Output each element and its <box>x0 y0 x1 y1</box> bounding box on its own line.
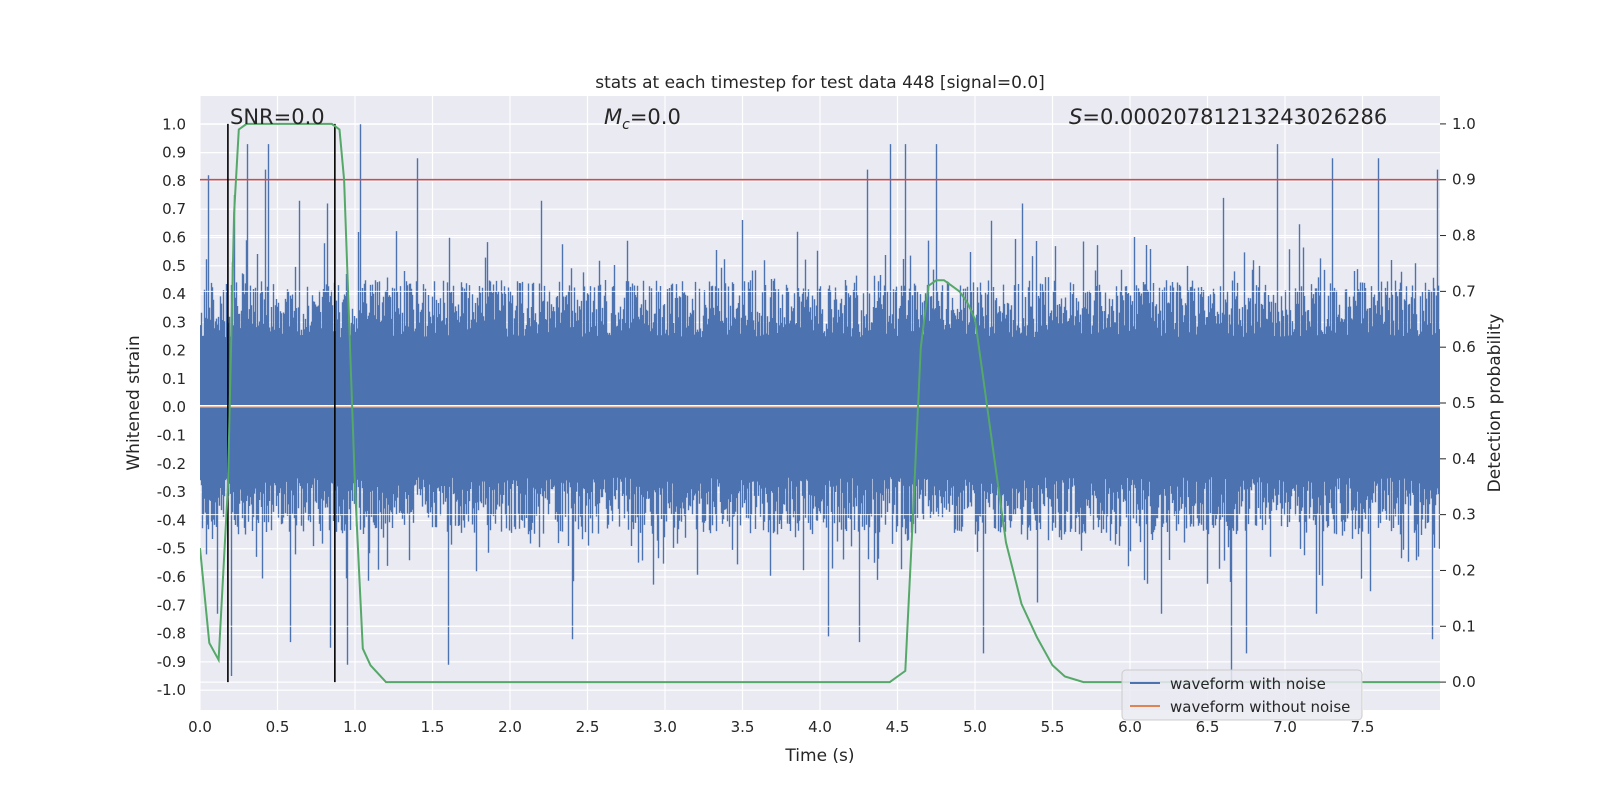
x-tick-label: 6.0 <box>1118 718 1142 736</box>
y-tick-label: 0.1 <box>162 370 186 388</box>
y-tick-label: 0.9 <box>162 144 186 162</box>
x-axis-ticks: 0.0 0.5 1.0 1.5 2.0 2.5 3.0 3.5 4.0 4.5 5.0 5.5 6.0 6… <box>188 718 1374 736</box>
y2-tick-label: 0.6 <box>1452 338 1476 356</box>
legend: waveform with noise waveform without noi… <box>1121 669 1363 721</box>
y-tick-label: -0.7 <box>157 596 186 614</box>
y-axis-ticks: 1.0 0.9 0.8 0.7 0.6 0.5 0.4 0.3 0.2 0.1 0.0 -0.1 -0.… <box>157 115 186 699</box>
y-tick-label: -0.4 <box>157 511 186 529</box>
x-tick-label: 5.0 <box>963 718 987 736</box>
y2-tick-label: 0.2 <box>1452 561 1476 579</box>
snr-annotation: SNR=0.0 <box>230 105 325 129</box>
y2-tick-label: 0.8 <box>1452 227 1476 245</box>
line-series <box>200 122 1440 684</box>
y-tick-label: 0.4 <box>162 285 186 303</box>
y2-tick-label: 0.9 <box>1452 171 1476 189</box>
y-tick-label: -1.0 <box>157 681 186 699</box>
y-tick-label: -0.5 <box>157 540 186 558</box>
x-tick-label: 6.5 <box>1196 718 1220 736</box>
legend-label-noise: waveform with noise <box>1170 675 1326 693</box>
y2-tick-label: 0.1 <box>1452 617 1476 635</box>
y-tick-label: -0.6 <box>157 568 186 586</box>
y-tick-label: 0.3 <box>162 313 186 331</box>
y-tick-label: 0.7 <box>162 200 186 218</box>
y-tick-label: -0.2 <box>157 455 186 473</box>
y-tick-label: 0.8 <box>162 172 186 190</box>
x-tick-label: 1.5 <box>421 718 445 736</box>
x-tick-label: 3.0 <box>653 718 677 736</box>
legend-label-clean: waveform without noise <box>1170 698 1350 716</box>
chart-title: stats at each timestep for test data 448… <box>595 73 1045 93</box>
y2-tick-label: 0.5 <box>1452 394 1476 412</box>
x-tick-label: 7.5 <box>1351 718 1375 736</box>
y-tick-label: 0.5 <box>162 257 186 275</box>
y-tick-label: -0.3 <box>157 483 186 501</box>
y-tick-label: 0.0 <box>162 398 186 416</box>
x-tick-label: 5.5 <box>1041 718 1065 736</box>
y2-tick-label: 0.0 <box>1452 673 1476 691</box>
y2-axis-label: Detection probability <box>1485 314 1505 493</box>
y2-tick-label: 1.0 <box>1452 115 1476 133</box>
s-annotation: S=0.00020781213243026286 <box>1069 105 1387 129</box>
x-tick-label: 1.0 <box>343 718 367 736</box>
y2-axis-ticks: 1.0 0.9 0.8 0.7 0.6 0.5 0.4 0.3 0.2 0.1 0.0 <box>1440 115 1476 691</box>
y-tick-label: -0.1 <box>157 427 186 445</box>
x-axis-label: Time (s) <box>784 746 854 766</box>
x-tick-label: 4.0 <box>808 718 832 736</box>
y-tick-label: -0.9 <box>157 653 186 671</box>
x-tick-label: 2.0 <box>498 718 522 736</box>
y-tick-label: 0.6 <box>162 228 186 246</box>
x-tick-label: 0.5 <box>266 718 290 736</box>
y-tick-label: 0.2 <box>162 342 186 360</box>
x-tick-label: 7.0 <box>1273 718 1297 736</box>
y-tick-label: 1.0 <box>162 115 186 133</box>
mc-annotation: Mc=0.0 <box>604 105 681 133</box>
x-tick-label: 4.5 <box>886 718 910 736</box>
y2-tick-label: 0.4 <box>1452 450 1476 468</box>
x-tick-label: 3.5 <box>731 718 755 736</box>
y2-tick-label: 0.3 <box>1452 506 1476 524</box>
noise-core-band <box>200 347 1440 459</box>
x-tick-label: 0.0 <box>188 718 212 736</box>
noise-series <box>200 124 1440 691</box>
y-axis-label: Whitened strain <box>124 335 144 470</box>
legend-box <box>1121 669 1363 721</box>
y-tick-label: -0.8 <box>157 625 186 643</box>
y2-tick-label: 0.7 <box>1452 282 1476 300</box>
x-tick-label: 2.5 <box>576 718 600 736</box>
detection-probability-line <box>200 122 1440 684</box>
